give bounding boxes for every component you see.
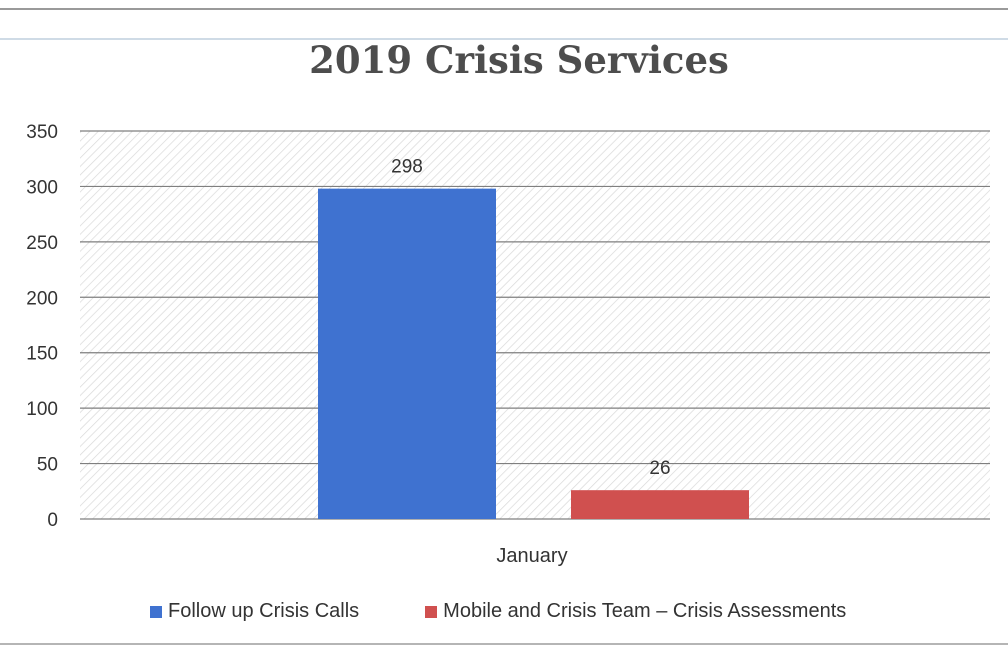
legend-item-mobile-crisis: Mobile and Crisis Team – Crisis Assessme…	[425, 600, 846, 623]
y-tick-label: 50	[37, 455, 58, 476]
legend-swatch-mobile-crisis	[425, 605, 438, 618]
y-tick-label: 300	[26, 177, 58, 198]
legend-label-mobile-crisis: Mobile and Crisis Team – Crisis Assessme…	[443, 600, 847, 622]
gridlines	[80, 130, 990, 520]
frame-inner-border	[0, 38, 1008, 40]
legend: Follow up Crisis Calls Mobile and Crisis…	[150, 600, 912, 623]
data-label: 26	[649, 458, 670, 479]
bar-follow-up-crisis-calls	[318, 188, 496, 519]
legend-item-follow-up: Follow up Crisis Calls	[150, 600, 359, 623]
y-tick-label: 350	[26, 122, 58, 143]
y-tick-label: 250	[26, 233, 58, 254]
frame-top-border	[0, 8, 1008, 10]
y-tick-label: 150	[26, 344, 58, 365]
bars	[318, 188, 749, 519]
y-tick-label: 0	[47, 510, 58, 531]
y-tick-label: 100	[26, 399, 58, 420]
legend-label-follow-up: Follow up Crisis Calls	[168, 600, 360, 622]
x-category-label: January	[496, 545, 567, 567]
data-label: 298	[391, 157, 423, 178]
plot-area	[80, 131, 990, 519]
y-axis-ticks: 0 50 100 150 200 250 300 350	[26, 122, 58, 531]
y-tick-label: 200	[26, 288, 58, 309]
legend-swatch-follow-up	[150, 605, 162, 618]
data-labels: 298 26	[391, 157, 670, 480]
chart-title: 2019 Crisis Services	[309, 38, 729, 82]
frame-bottom-border	[0, 643, 1008, 645]
bar-mobile-crisis-assessments	[571, 490, 749, 519]
